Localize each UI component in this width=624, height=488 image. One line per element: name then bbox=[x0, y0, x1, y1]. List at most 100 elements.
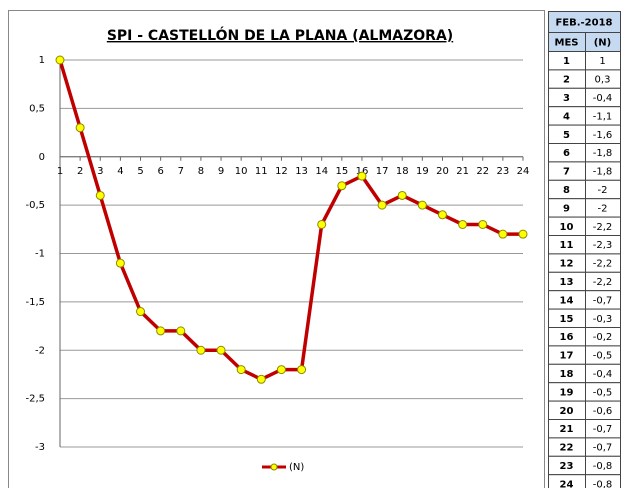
x-tick-label: 9 bbox=[218, 166, 224, 177]
marker bbox=[216, 345, 226, 355]
marker bbox=[377, 200, 387, 210]
x-tick-label: 4 bbox=[117, 166, 123, 177]
marker bbox=[498, 229, 508, 239]
marker bbox=[357, 171, 367, 181]
table-cell: 6 bbox=[563, 148, 570, 159]
table-cell: -2 bbox=[598, 203, 608, 214]
x-tick-label: 16 bbox=[356, 166, 369, 177]
table-cell: 16 bbox=[560, 332, 574, 343]
marker bbox=[297, 365, 307, 375]
table-cell: 11 bbox=[560, 240, 574, 251]
table-cell: 14 bbox=[560, 295, 574, 306]
table-cell: 20 bbox=[560, 406, 574, 417]
table-cell: 10 bbox=[560, 222, 574, 233]
table-cell: -0,5 bbox=[593, 351, 613, 362]
x-tick-label: 6 bbox=[157, 166, 163, 177]
table-cell-cell bbox=[585, 474, 621, 488]
table-cell: -2,2 bbox=[593, 259, 613, 270]
marker bbox=[236, 365, 246, 375]
y-tick-label: -2 bbox=[35, 345, 45, 356]
marker bbox=[156, 326, 166, 336]
table-cell: 4 bbox=[563, 111, 570, 122]
table-cell: 2 bbox=[563, 75, 570, 86]
table-cell: 3 bbox=[563, 93, 570, 104]
y-tick-label: -1,5 bbox=[25, 297, 45, 308]
table-cell: -2,2 bbox=[593, 277, 613, 288]
y-tick-label: -1 bbox=[35, 249, 45, 260]
x-tick-label: 8 bbox=[198, 166, 204, 177]
table-cell: 21 bbox=[560, 424, 574, 435]
table-cell: -2,3 bbox=[593, 240, 613, 251]
table-cell: 18 bbox=[560, 369, 574, 380]
column-header: MES bbox=[555, 38, 579, 49]
y-tick-label: 0,5 bbox=[29, 103, 45, 114]
table-cell: -0,7 bbox=[593, 295, 613, 306]
x-tick-label: 21 bbox=[456, 166, 469, 177]
marker bbox=[437, 210, 447, 220]
marker bbox=[397, 190, 407, 200]
chart-frame bbox=[8, 10, 545, 488]
marker bbox=[518, 229, 528, 239]
table-cell: -0,4 bbox=[593, 369, 613, 380]
x-tick-label: 15 bbox=[335, 166, 348, 177]
y-tick-label: -0,5 bbox=[25, 200, 45, 211]
x-tick-label: 5 bbox=[137, 166, 143, 177]
x-tick-label: 7 bbox=[178, 166, 184, 177]
table-cell: -0,7 bbox=[593, 443, 613, 454]
marker bbox=[417, 200, 427, 210]
table-cell: -0,4 bbox=[593, 93, 613, 104]
table-cell: -0,6 bbox=[593, 406, 613, 417]
marker bbox=[458, 219, 468, 229]
marker bbox=[317, 219, 327, 229]
legend-marker bbox=[270, 463, 278, 471]
table-cell: 17 bbox=[560, 351, 574, 362]
table-cell: 15 bbox=[560, 314, 574, 325]
table-cell: -2,2 bbox=[593, 222, 613, 233]
x-tick-label: 13 bbox=[295, 166, 308, 177]
x-tick-label: 12 bbox=[275, 166, 288, 177]
table-cell: 1 bbox=[563, 56, 570, 67]
table-cell: -0,8 bbox=[593, 479, 613, 488]
table-cell: 13 bbox=[560, 277, 574, 288]
table-cell: 8 bbox=[563, 185, 570, 196]
table-cell: 9 bbox=[563, 203, 570, 214]
marker bbox=[115, 258, 125, 268]
chart-title: SPI - CASTELLÓN DE LA PLANA (ALMAZORA) bbox=[107, 26, 453, 44]
table-cell: -1,6 bbox=[593, 130, 613, 141]
x-tick-label: 18 bbox=[396, 166, 409, 177]
table-cell: -1,8 bbox=[593, 167, 613, 178]
table-cell: 23 bbox=[560, 461, 574, 472]
table-cell: 22 bbox=[560, 443, 574, 454]
y-tick-label: 0 bbox=[39, 152, 45, 163]
marker bbox=[95, 190, 105, 200]
x-tick-label: 10 bbox=[235, 166, 248, 177]
marker bbox=[176, 326, 186, 336]
table-cell: 0,3 bbox=[595, 75, 611, 86]
table-cell: 24 bbox=[560, 479, 574, 488]
x-tick-label: 22 bbox=[476, 166, 489, 177]
table-cell: 1 bbox=[599, 56, 605, 67]
marker bbox=[136, 307, 146, 317]
x-tick-label: 2 bbox=[77, 166, 83, 177]
column-header: (N) bbox=[594, 38, 612, 49]
x-tick-label: 23 bbox=[497, 166, 510, 177]
marker bbox=[337, 181, 347, 191]
table-cell: -0,2 bbox=[593, 332, 613, 343]
table-cell: -1,1 bbox=[593, 111, 613, 122]
table-cell: 7 bbox=[563, 167, 570, 178]
y-tick-label: -3 bbox=[35, 442, 45, 453]
legend-label: (N) bbox=[289, 462, 304, 473]
y-tick-label: 1 bbox=[39, 55, 45, 66]
x-tick-label: 14 bbox=[315, 166, 328, 177]
x-tick-label: 19 bbox=[416, 166, 429, 177]
table-cell: 5 bbox=[563, 130, 570, 141]
marker bbox=[256, 374, 266, 384]
x-tick-label: 24 bbox=[517, 166, 530, 177]
y-tick-label: -2,5 bbox=[25, 394, 45, 405]
x-tick-label: 20 bbox=[436, 166, 449, 177]
table-cell: -0,7 bbox=[593, 424, 613, 435]
marker bbox=[276, 365, 286, 375]
x-tick-label: 17 bbox=[376, 166, 389, 177]
marker bbox=[75, 123, 85, 133]
